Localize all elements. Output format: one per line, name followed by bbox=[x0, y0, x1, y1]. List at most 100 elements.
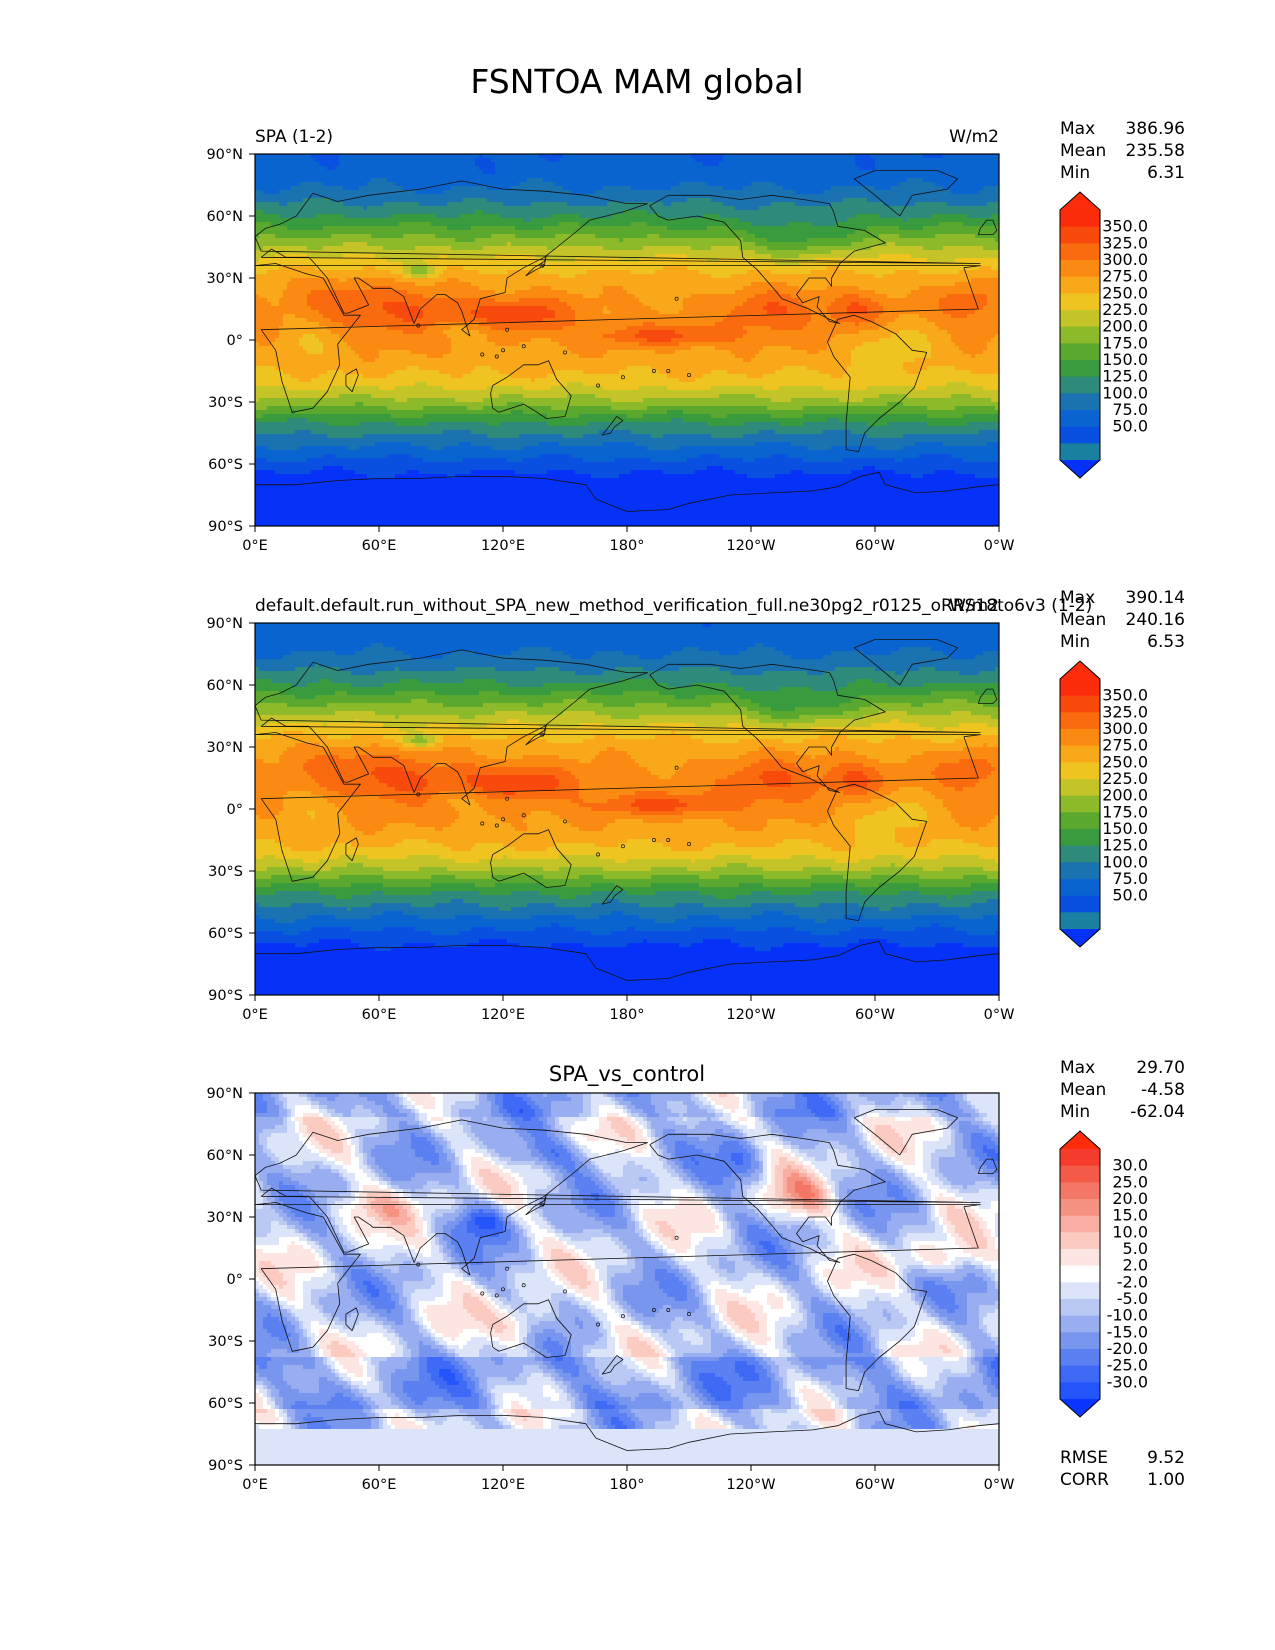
stat-label-max: Max bbox=[1060, 588, 1095, 608]
colorbar-segment bbox=[1060, 276, 1100, 294]
colorbar-label: 50.0 bbox=[1112, 417, 1148, 436]
stat-label-rmse: RMSE bbox=[1060, 1448, 1108, 1468]
y-tick-label: 90°N bbox=[206, 616, 243, 632]
x-tick-label: 180° bbox=[610, 538, 645, 554]
x-tick-label: 180° bbox=[610, 1007, 645, 1023]
colorbar-label: -30.0 bbox=[1107, 1372, 1148, 1391]
colorbar-label: 50.0 bbox=[1112, 886, 1148, 905]
island-outline bbox=[674, 1235, 679, 1240]
colorbar-segment bbox=[1060, 1149, 1100, 1167]
coastline bbox=[255, 649, 981, 806]
coastline bbox=[490, 829, 572, 888]
island-outline bbox=[563, 1289, 567, 1294]
colorbar-segment bbox=[1060, 443, 1100, 461]
island-outline bbox=[563, 350, 567, 355]
colorbar-label: 5.0 bbox=[1123, 1239, 1148, 1258]
panel-title-right: W/m2 bbox=[949, 596, 999, 616]
coastlines bbox=[255, 170, 999, 512]
island-outline bbox=[494, 1293, 499, 1298]
colorbar-label: 75.0 bbox=[1112, 869, 1148, 888]
stat-label-max: Max bbox=[1060, 119, 1095, 139]
coastline bbox=[255, 732, 981, 882]
colorbar-segment bbox=[1060, 845, 1100, 863]
colorbar-label: -20.0 bbox=[1107, 1339, 1148, 1358]
x-tick-label: 120°W bbox=[726, 1477, 775, 1493]
colorbar-segment bbox=[1060, 679, 1100, 697]
colorbar-segment bbox=[1060, 862, 1100, 880]
stat-label-min: Min bbox=[1060, 163, 1090, 183]
colorbar-segment bbox=[1060, 343, 1100, 361]
colorbar-under-extension bbox=[1060, 929, 1100, 947]
colorbar-segment bbox=[1060, 243, 1100, 261]
stat-value-corr: 1.00 bbox=[1147, 1470, 1185, 1490]
island-outline bbox=[620, 375, 625, 380]
colorbar-segment bbox=[1060, 226, 1100, 244]
stat-label-max: Max bbox=[1060, 1058, 1095, 1078]
colorbar-label: 75.0 bbox=[1112, 400, 1148, 419]
colorbar-label: 15.0 bbox=[1112, 1206, 1148, 1225]
island-outline bbox=[480, 352, 485, 357]
stat-value-rmse: 9.52 bbox=[1147, 1448, 1185, 1468]
x-tick-label: 60°E bbox=[362, 538, 397, 554]
panel-title-right: W/m2 bbox=[949, 127, 999, 147]
island-outline bbox=[687, 842, 691, 847]
y-tick-label: 30°N bbox=[206, 740, 243, 756]
coastline bbox=[827, 1253, 928, 1392]
coastline bbox=[649, 194, 886, 324]
island-outline bbox=[494, 354, 499, 359]
island-outline bbox=[416, 792, 421, 797]
map-panel-1: 90°N 60°N 30°N 0° 30°S 60°S 90°S 0°E 60°E 120°E 18… bbox=[206, 127, 1014, 554]
stat-value-max: 390.14 bbox=[1126, 588, 1185, 608]
colorbar-label: 325.0 bbox=[1102, 233, 1148, 252]
colorbar-over-extension bbox=[1060, 192, 1100, 210]
coastline bbox=[827, 783, 928, 922]
stat-value-max: 386.96 bbox=[1126, 119, 1185, 139]
colorbar-label: 300.0 bbox=[1102, 719, 1148, 738]
colorbar-label: 2.0 bbox=[1123, 1256, 1148, 1275]
island-outline bbox=[480, 821, 485, 826]
y-tick-label: 60°N bbox=[206, 678, 243, 694]
island-outline bbox=[674, 296, 679, 301]
colorbar-segment bbox=[1060, 393, 1100, 411]
coastline bbox=[649, 1133, 886, 1263]
colorbar-label: 350.0 bbox=[1102, 686, 1148, 705]
colorbar-label: -2.0 bbox=[1117, 1272, 1148, 1291]
colorbar-segment bbox=[1060, 762, 1100, 780]
coastline bbox=[255, 263, 981, 413]
x-tick-label: 0°E bbox=[242, 538, 268, 554]
colorbar-label: 225.0 bbox=[1102, 300, 1148, 319]
y-tick-label: 0° bbox=[227, 333, 243, 349]
coastline bbox=[827, 314, 928, 453]
colorbar-label: 325.0 bbox=[1102, 702, 1148, 721]
y-tick-label: 90°S bbox=[208, 1458, 243, 1474]
colorbar-label: 200.0 bbox=[1102, 786, 1148, 805]
stat-label-mean: Mean bbox=[1060, 610, 1106, 630]
panel-title-left: SPA (1-2) bbox=[255, 127, 333, 147]
coastline bbox=[853, 170, 959, 217]
coastline bbox=[255, 1119, 981, 1276]
x-tick-label: 60°E bbox=[362, 1477, 397, 1493]
colorbar-segment bbox=[1060, 310, 1100, 328]
x-tick-label: 180° bbox=[610, 1477, 645, 1493]
stats-block: Max 386.96 Mean 235.58 Min 6.31 bbox=[1060, 119, 1185, 183]
y-tick-label: 60°S bbox=[208, 457, 243, 473]
colorbar-segment bbox=[1060, 1349, 1100, 1367]
colorbar-outline bbox=[1059, 660, 1101, 948]
colorbar-label: 100.0 bbox=[1102, 383, 1148, 402]
x-tick-label: 60°W bbox=[855, 538, 895, 554]
coastlines bbox=[255, 1109, 999, 1451]
island-outline bbox=[540, 732, 545, 737]
island-outline bbox=[416, 323, 421, 328]
y-tick-label: 60°N bbox=[206, 1148, 243, 1164]
colorbar-segment bbox=[1060, 326, 1100, 344]
x-tick-label: 60°W bbox=[855, 1477, 895, 1493]
colorbar-segment bbox=[1060, 729, 1100, 747]
island-outline bbox=[521, 1283, 526, 1288]
stat-value-max: 29.70 bbox=[1136, 1058, 1185, 1078]
island-outline bbox=[596, 383, 601, 388]
colorbar-segment bbox=[1060, 829, 1100, 847]
stat-label-corr: CORR bbox=[1060, 1470, 1109, 1490]
stat-value-min: 6.53 bbox=[1147, 632, 1185, 652]
colorbar-segment bbox=[1060, 812, 1100, 830]
x-tick-label: 0°W bbox=[984, 1007, 1015, 1023]
